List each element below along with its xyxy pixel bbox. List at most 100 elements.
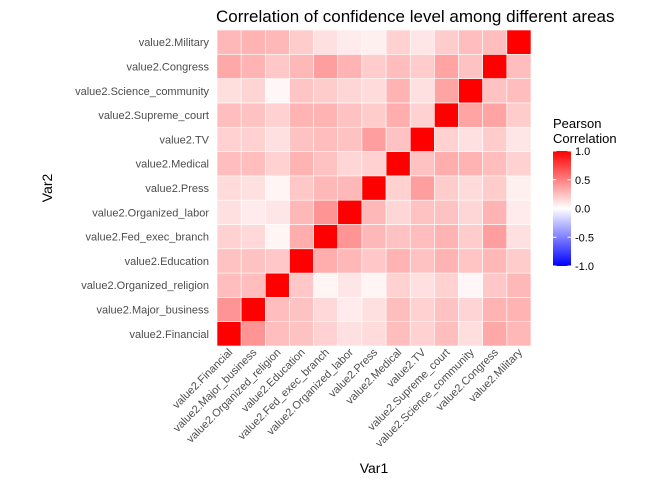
heatmap-cell: [409, 126, 435, 152]
heatmap-cell: [216, 29, 242, 55]
heatmap-cell: [240, 151, 266, 177]
heatmap-cell: [240, 175, 266, 201]
heatmap-cell: [385, 175, 411, 201]
heatmap-cell: [506, 126, 532, 152]
heatmap-cell: [361, 126, 387, 152]
heatmap-cell: [506, 102, 532, 128]
heatmap-cell: [216, 175, 242, 201]
heatmap-cell: [506, 297, 532, 322]
heatmap-cell: [409, 78, 435, 104]
heatmap-cell: [361, 199, 387, 225]
heatmap-cell: [337, 224, 363, 250]
heatmap-cell: [361, 102, 387, 128]
heatmap-cell: [337, 126, 363, 152]
heatmap-cell: [289, 54, 314, 79]
heatmap-cell: [313, 29, 339, 55]
y-axis-title: Var2: [39, 174, 55, 203]
heatmap-cell: [240, 126, 266, 152]
heatmap-cell: [216, 321, 242, 347]
heatmap-cell: [240, 78, 266, 104]
heatmap-cell: [337, 54, 363, 79]
heatmap-cell: [361, 321, 387, 347]
heatmap-cell: [240, 321, 266, 347]
heatmap-cell: [361, 151, 387, 177]
heatmap-cell: [385, 248, 411, 274]
heatmap-cell: [240, 297, 266, 322]
heatmap-cell: [385, 199, 411, 225]
heatmap-cell: [337, 248, 363, 274]
heatmap-cell: [289, 321, 314, 347]
heatmap-cell: [385, 102, 411, 128]
heatmap-cell: [506, 199, 532, 225]
heatmap-cell: [216, 248, 242, 274]
x-axis-tick-labels: value2.Financialvalue2.Major_businessval…: [171, 346, 526, 450]
heatmap-cell: [265, 199, 290, 225]
legend-colorbar: [553, 151, 571, 266]
heatmap-cell: [289, 151, 314, 177]
y-tick-label: value2.Supreme_court: [98, 110, 209, 122]
legend-tick-label: -0.5: [575, 232, 594, 244]
heatmap-cell: [289, 102, 314, 128]
heatmap-cell: [482, 29, 508, 55]
heatmap-cell: [361, 224, 387, 250]
heatmap-cell: [240, 102, 266, 128]
heatmap-cell: [506, 248, 532, 274]
y-tick-label: value2.TV: [159, 134, 209, 146]
heatmap-cell: [216, 199, 242, 225]
heatmap-cell: [337, 297, 363, 322]
heatmap-cell: [216, 78, 242, 104]
heatmap-cell: [385, 272, 411, 298]
heatmap-cell: [265, 102, 290, 128]
heatmap-cell: [337, 321, 363, 347]
heatmap-cell: [482, 151, 508, 177]
heatmap-cell: [385, 224, 411, 250]
heatmap-cells: [216, 29, 532, 347]
heatmap-cell: [265, 175, 290, 201]
heatmap-cell: [458, 272, 483, 298]
heatmap-cell: [240, 199, 266, 225]
legend-title: Correlation: [553, 131, 617, 146]
y-tick-label: value2.Press: [145, 183, 209, 195]
heatmap-cell: [409, 199, 435, 225]
heatmap-cell: [482, 272, 508, 298]
heatmap-cell: [313, 126, 339, 152]
heatmap-cell: [482, 54, 508, 79]
heatmap-cell: [313, 78, 339, 104]
heatmap-cell: [216, 54, 242, 79]
heatmap-cell: [385, 321, 411, 347]
heatmap-cell: [361, 78, 387, 104]
heatmap-cell: [265, 126, 290, 152]
heatmap-cell: [289, 199, 314, 225]
heatmap-cell: [434, 102, 459, 128]
heatmap-cell: [482, 321, 508, 347]
y-tick-label: value2.Major_business: [96, 305, 209, 317]
heatmap-cell: [313, 248, 339, 274]
heatmap-cell: [289, 272, 314, 298]
heatmap-cell: [434, 321, 459, 347]
y-tick-label: value2.Financial: [130, 329, 210, 341]
heatmap-cell: [289, 224, 314, 250]
heatmap-cell: [385, 29, 411, 55]
heatmap-cell: [506, 321, 532, 347]
heatmap-cell: [313, 199, 339, 225]
heatmap-cell: [409, 151, 435, 177]
heatmap-cell: [458, 248, 483, 274]
heatmap-cell: [434, 78, 459, 104]
heatmap-cell: [289, 78, 314, 104]
heatmap-cell: [482, 78, 508, 104]
heatmap-cell: [458, 297, 483, 322]
heatmap-cell: [240, 54, 266, 79]
heatmap-cell: [313, 224, 339, 250]
heatmap-cell: [216, 151, 242, 177]
heatmap-cell: [409, 248, 435, 274]
heatmap-cell: [289, 248, 314, 274]
y-tick-label: value2.Education: [125, 256, 209, 268]
heatmap-cell: [265, 151, 290, 177]
heatmap-cell: [385, 54, 411, 79]
heatmap-cell: [361, 248, 387, 274]
heatmap-cell: [482, 297, 508, 322]
heatmap-cell: [482, 126, 508, 152]
heatmap-cell: [361, 272, 387, 298]
heatmap-cell: [289, 126, 314, 152]
